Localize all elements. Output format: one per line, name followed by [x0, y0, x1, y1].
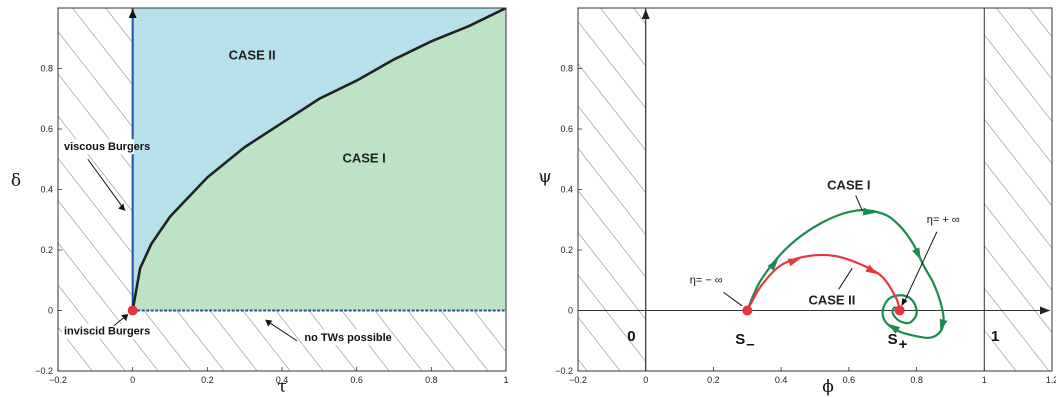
- y-tick-label: 0.4: [560, 185, 573, 195]
- arrow-case-i: [767, 258, 779, 271]
- region-label-case-i: CASE I: [342, 150, 385, 165]
- region-case-i: [132, 8, 506, 311]
- annotation-viscous-burgers: viscous Burgers: [64, 141, 150, 153]
- x-tick-label: 0: [130, 375, 135, 385]
- annotation-eta-minus-inf: η= − ∞: [690, 274, 723, 286]
- x-tick-label: 0.6: [843, 375, 856, 385]
- right-xlabel: ϕ: [822, 377, 834, 397]
- y-tick-label: −0.2: [35, 366, 53, 376]
- y-tick-label: 0.6: [560, 124, 573, 134]
- pointer-case-i: [855, 195, 863, 211]
- right-chart: −0.2 0 0.2 0.4 0.6 0.8 1 1.2 −0.2 0 0.2 0.4 0.6 0.8 ϕ…: [538, 7, 1056, 397]
- arrow-no-tws: [266, 320, 298, 342]
- arrow-case-i: [862, 207, 876, 216]
- boundary-label-1: 1: [991, 328, 999, 345]
- fixed-point-s-plus: [894, 305, 905, 316]
- x-tick-label: 0.4: [276, 375, 289, 385]
- arrowhead-inviscid: [121, 314, 129, 322]
- inviscid-burgers-point: [127, 305, 138, 316]
- series-label-case-ii: CASE II: [808, 292, 855, 307]
- hatched-region-left: [578, 8, 646, 371]
- annotation-bg: [62, 139, 134, 155]
- boundary-curve: [131, 8, 506, 311]
- arrowhead-viscous: [118, 203, 126, 211]
- arrow-eta-minus: [723, 291, 743, 307]
- trajectory-case-i: [746, 209, 945, 340]
- y-tick-label: 0.2: [40, 245, 53, 255]
- arrowhead-no-tws: [265, 319, 273, 327]
- x-tick-label: 1.2: [1046, 375, 1056, 385]
- region-case-ii: [132, 8, 506, 311]
- x-tick-label: −0.2: [569, 375, 587, 385]
- y-tick-label: 0.8: [40, 64, 53, 74]
- trajectory-case-ii: [746, 253, 901, 312]
- x-tick-label: −0.2: [49, 375, 67, 385]
- annotation-eta-plus-inf: η= + ∞: [927, 214, 960, 226]
- y-tick-label: 0.8: [560, 64, 573, 74]
- arrow-case-i: [939, 318, 948, 332]
- arrowhead-eta-plus: [901, 297, 908, 306]
- boundary-label-0: 0: [627, 328, 635, 345]
- label-s-plus-sub: +: [899, 336, 908, 353]
- label-s-minus: S: [735, 331, 745, 348]
- x-tick-label: 1: [982, 375, 987, 385]
- y-tick-label: 0.4: [40, 185, 53, 195]
- arrow-case-i: [912, 247, 921, 260]
- pointer-case-ii: [838, 267, 853, 290]
- x-tick-label: 0.6: [350, 375, 363, 385]
- y-tick-label: 0: [48, 306, 53, 316]
- annotation-inviscid-burgers: inviscid Burgers: [64, 326, 150, 338]
- hatched-region-right: [984, 8, 1052, 371]
- phi-axis-arrowhead: [1040, 306, 1050, 315]
- y-tick-label: 0: [568, 306, 573, 316]
- region-label-case-ii: CASE II: [229, 47, 276, 62]
- x-tick-label: 0.2: [707, 375, 720, 385]
- arrow-case-ii: [787, 258, 801, 267]
- label-s-plus: S: [888, 331, 898, 348]
- arrow-eta-plus: [902, 231, 938, 305]
- series-label-case-i: CASE I: [827, 178, 870, 193]
- annotation-no-tws: no TWs possible: [304, 332, 391, 344]
- x-tick-label: 0.8: [425, 375, 438, 385]
- x-tick-label: 0.8: [910, 375, 923, 385]
- x-tick-label: 1: [503, 375, 508, 385]
- arrow-case-i: [887, 323, 901, 334]
- label-s-minus-sub: –: [746, 336, 754, 353]
- left-chart: −0.2 0 0.2 0.4 0.6 0.8 1−0.200.20.40.60.8 τ δ …: [11, 7, 509, 397]
- fixed-point-s-minus: [742, 305, 753, 316]
- psi-axis-arrowhead: [641, 9, 650, 19]
- annotation-bg: [62, 323, 136, 339]
- left-xlabel: τ: [277, 377, 286, 397]
- arrowhead-up: [128, 9, 137, 18]
- annotation-bg: [302, 329, 387, 345]
- y-tick-label: −0.2: [555, 366, 573, 376]
- right-ylabel: ψ: [538, 167, 551, 187]
- x-tick-label: 0.2: [201, 375, 214, 385]
- y-tick-label: 0.2: [560, 245, 573, 255]
- right-plot-frame: [577, 7, 1053, 372]
- left-ylabel: δ: [11, 171, 21, 191]
- y-tick-label: 0.6: [40, 124, 53, 134]
- x-tick-label: 0: [643, 375, 648, 385]
- arrow-viscous: [87, 158, 126, 211]
- x-tick-label: 0.4: [775, 375, 788, 385]
- arrow-case-ii: [865, 264, 878, 275]
